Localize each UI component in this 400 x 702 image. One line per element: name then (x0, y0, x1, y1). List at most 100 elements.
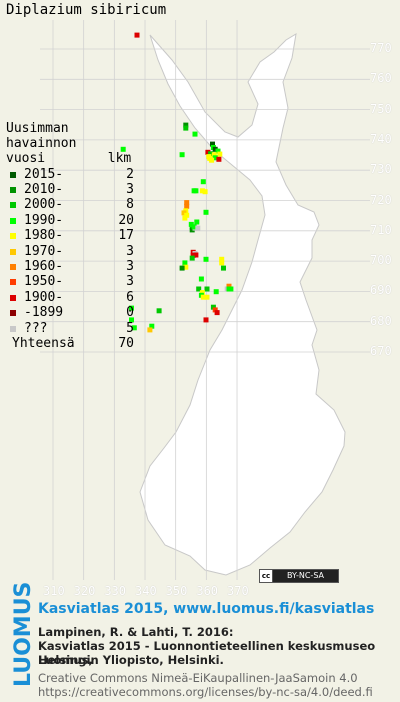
distribution-map (40, 20, 370, 580)
observation-point (131, 325, 137, 331)
y-axis-label: 740 (370, 131, 392, 146)
observation-points (120, 32, 234, 333)
observation-point (221, 265, 226, 271)
finland-map-svg (40, 20, 370, 580)
observation-point (226, 283, 232, 289)
y-axis-label: 690 (370, 283, 392, 298)
y-axis-label: 700 (370, 253, 392, 268)
observation-point (215, 148, 221, 154)
observation-point (210, 304, 216, 310)
legend-swatch (10, 217, 16, 224)
observation-point (208, 151, 214, 157)
y-axis-label: 730 (370, 162, 392, 177)
observation-point (200, 179, 206, 185)
observation-point (204, 294, 210, 300)
observation-point (219, 256, 225, 262)
observation-point (212, 146, 218, 152)
legend-label: 1980- (24, 228, 64, 244)
legend-swatch (10, 202, 16, 209)
observation-point (183, 264, 189, 270)
observation-point (203, 209, 209, 215)
observation-point (191, 224, 197, 230)
legend-row: ??? 5 (6, 321, 134, 336)
observation-point (216, 156, 222, 162)
observation-point (212, 155, 218, 161)
legend-label: 1990- (24, 212, 64, 228)
observation-point (211, 152, 217, 158)
observation-point (204, 286, 210, 292)
observation-point (184, 200, 190, 206)
legend-total-row: Yhteensä 70 (6, 336, 134, 351)
legend-rows: 2015- 2 2010- 3 2000- 8 1990- 20 1980- 17 1970- 3 19… (6, 166, 134, 336)
legend-swatch (10, 171, 16, 178)
observation-point (179, 265, 185, 271)
observation-point (200, 294, 206, 300)
legend-count: 3 (126, 274, 134, 290)
observation-point (183, 122, 189, 128)
observation-point (214, 310, 220, 316)
legend-swatch (10, 248, 16, 255)
observation-point (156, 308, 162, 314)
legend-count: 3 (126, 258, 134, 274)
atlas-link[interactable]: Kasviatlas 2015, www.luomus.fi/kasviatla… (38, 601, 375, 617)
cc-license-badge[interactable]: cc BY-NC-SA (259, 569, 339, 583)
observation-point (184, 212, 190, 218)
observation-point (183, 125, 189, 131)
legend-swatch (10, 233, 16, 240)
y-axis-label: 760 (370, 71, 392, 86)
legend-swatch (10, 187, 16, 193)
license-name: Creative Commons Nimeä-EiKaupallinen-Jaa… (38, 671, 358, 685)
observation-point (210, 141, 215, 147)
citation-authors: Lampinen, R. & Lahti, T. 2016: (38, 625, 234, 639)
legend-label: 2000- (24, 197, 64, 213)
citation-title: Kasviatlas 2015 - Luonnontieteellinen ke… (38, 639, 376, 667)
x-axis-label: 350 (165, 584, 188, 598)
observation-point (228, 286, 234, 292)
legend-count: 2 (126, 166, 134, 182)
observation-point (213, 289, 219, 295)
observation-point (179, 152, 185, 158)
x-axis-label: 310 (43, 584, 65, 598)
legend-label: 1960- (24, 258, 64, 274)
legend-count: 6 (126, 289, 134, 305)
legend-row: 2015- 2 (6, 166, 134, 182)
observation-point (188, 221, 194, 227)
observation-point (182, 215, 188, 221)
legend-swatch (10, 310, 16, 317)
legend-row: 1950- 3 (6, 274, 134, 290)
observation-point (189, 227, 195, 233)
finland-land (139, 33, 346, 576)
y-axis-label: 670 (370, 344, 392, 358)
y-axis-label: 680 (370, 313, 392, 328)
observation-point (203, 317, 209, 323)
x-axis-label: 340 (135, 584, 157, 598)
legend-count: 3 (126, 182, 134, 197)
legend-heading-1: Uusimman (6, 121, 69, 136)
license-url[interactable]: https://creativecommons.org/licenses/by-… (38, 685, 373, 699)
legend-swatch (10, 279, 16, 286)
legend-row: 1900- 6 (6, 289, 134, 305)
observation-point (217, 151, 223, 157)
x-axis-label: 370 (227, 584, 249, 598)
y-axis-label: 770 (370, 41, 392, 55)
x-axis-label: 320 (73, 584, 96, 598)
legend-swatch (10, 325, 16, 332)
legend-swatch (10, 294, 16, 301)
observation-point (120, 146, 126, 152)
observation-point (196, 286, 202, 292)
legend-heading-2: havainnon (6, 136, 77, 152)
legend-row: 1990- 20 (6, 212, 134, 228)
observation-point (219, 260, 225, 266)
legend-row: 2000- 8 (6, 197, 134, 213)
legend-row: 2010- 3 (6, 182, 134, 197)
observation-point (209, 157, 215, 163)
legend-count: 8 (126, 197, 134, 213)
observation-point (189, 255, 195, 261)
x-axis-label: 330 (104, 584, 127, 598)
legend-label: 1900- (24, 289, 64, 305)
observation-point (147, 327, 153, 333)
legend-heading-3: vuosi lkm (6, 151, 132, 167)
x-axis-label: 360 (196, 584, 219, 598)
observation-point (193, 188, 199, 194)
observation-point (182, 260, 188, 266)
